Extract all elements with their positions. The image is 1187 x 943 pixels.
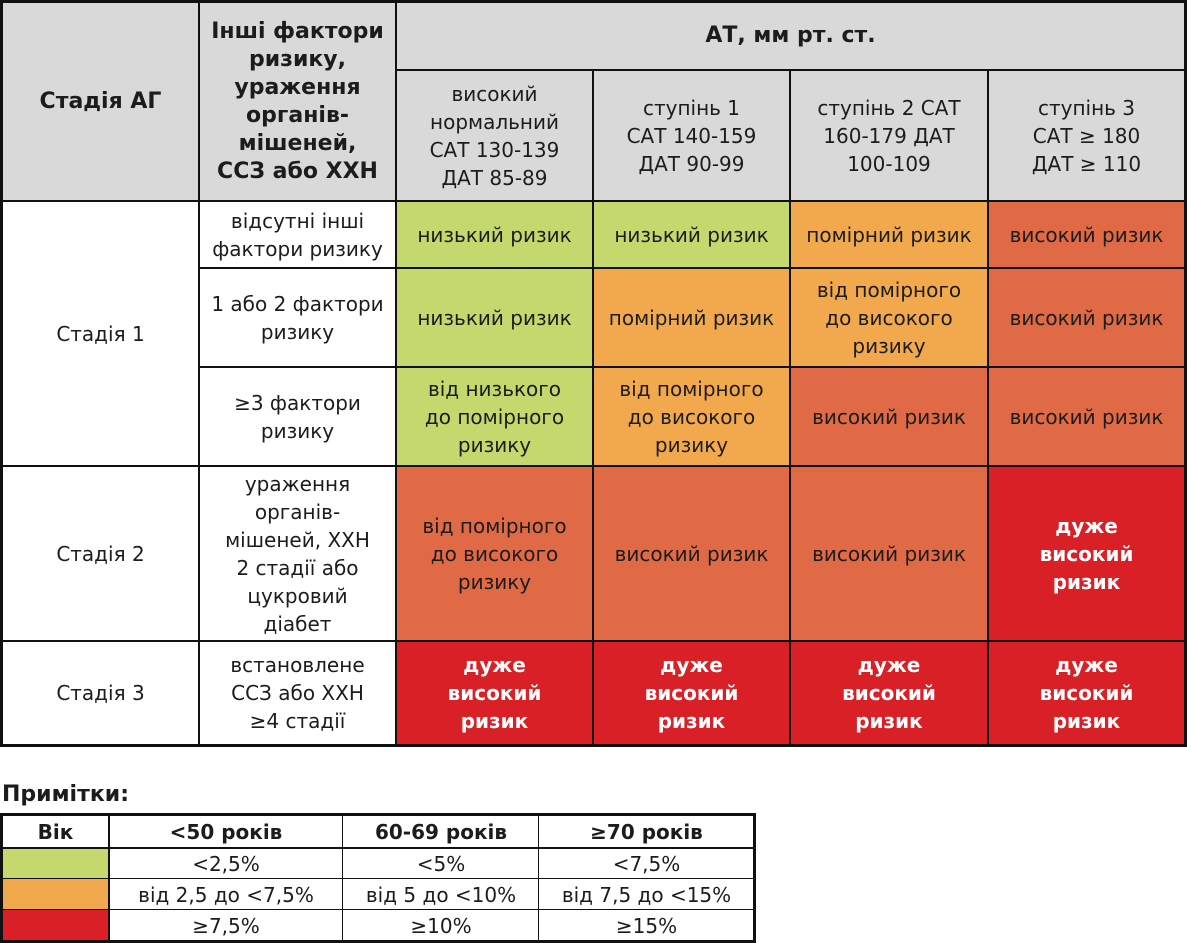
risk-cell: високий ризик [988,268,1185,367]
risk-cell: від помірного до високого ризику [593,367,790,466]
table-border [0,0,1187,3]
risk-cell: від помірного до високого ризику [790,268,988,367]
notes-cell: від 7,5 до <15% [561,882,732,907]
moderate-risk-swatch [2,879,109,910]
header-factors: Інші фактори ризику, ураження органів-мі… [199,2,396,201]
risk-cell: дуже високий ризик [790,641,988,745]
table-border [1184,0,1187,747]
risk-cell: високий ризик [988,201,1185,268]
header-stage: Стадія АГ [2,2,199,201]
notes-cell: <2,5% [192,851,260,876]
grid-line [199,267,1187,269]
notes-grid-line [0,847,756,849]
grid-line [789,69,791,747]
risk-cell: високий ризик [790,466,988,641]
risk-cell: високий ризик [790,367,988,466]
notes-cell: ≥7,5% [192,913,260,938]
header-bp: АТ, мм рт. ст. [396,2,1185,70]
high-risk-swatch [2,910,109,941]
factor-row-1: відсутні інші фактори ризику [199,201,396,268]
risk-cell: помірний ризик [790,201,988,268]
factor-row-5: встановлене ССЗ або ХХН ≥4 стадії [199,641,396,745]
notes-header-col: 60-69 років [343,815,539,848]
factor-row-2: 1 або 2 фактори ризику [199,268,396,367]
stage-3: Стадія 3 [2,641,199,745]
factor-row-4: ураження органів-мішеней, ХХН 2 стадії а… [199,466,396,641]
header-bp-grade-1: ступінь 1 САТ 140-159 ДАТ 90-99 [593,70,790,201]
grid-line [0,640,1187,642]
notes-cell: <7,5% [612,851,681,876]
stage-2: Стадія 2 [2,466,199,641]
risk-cell: від помірного до високого ризику [396,466,593,641]
notes-grid-line [0,878,756,879]
notes-cell: ≥10% [410,913,472,938]
grid-line [0,465,1187,467]
risk-cell: низький ризик [396,201,593,268]
risk-cell: низький ризик [593,201,790,268]
notes-grid-line [108,813,110,943]
risk-cell: високий ризик [988,367,1185,466]
header-bp-grade-2: ступінь 2 САТ 160-179 ДАТ 100-109 [790,70,988,201]
risk-cell: дуже високий ризик [988,641,1185,745]
grid-line [987,69,989,747]
grid-line [592,69,594,747]
table-border [0,0,3,747]
notes-header-col: <50 років [109,815,343,848]
notes-title: Примітки: [2,782,129,807]
risk-cell: від низького до помірного ризику [396,367,593,466]
notes-grid-line [342,813,343,943]
notes-header-col: ≥70 років [539,815,754,848]
notes-grid-line [0,909,756,910]
risk-cell: високий ризик [593,466,790,641]
risk-cell: помірний ризик [593,268,790,367]
grid-line [199,366,1187,368]
notes-cell: ≥15% [615,913,678,938]
notes-border [0,940,756,943]
grid-line [395,0,397,747]
grid-line [0,200,1187,202]
header-bp-high-normal: високий нормальний САТ 130-139 ДАТ 85-89 [396,70,593,201]
risk-cell: низький ризик [396,268,593,367]
notes-cell: <5% [416,851,466,876]
grid-line [198,0,200,747]
notes-header-age: Вік [2,815,109,848]
notes-cell: від 5 до <10% [365,882,517,907]
header-bp-grade-3: ступінь 3 САТ ≥ 180 ДАТ ≥ 110 [988,70,1185,201]
notes-grid-line [538,813,539,943]
factor-row-3: ≥3 фактори ризику [199,367,396,466]
risk-cell: дуже високий ризик [593,641,790,745]
low-risk-swatch [2,848,109,879]
risk-cell: дуже високий ризик [988,466,1185,641]
grid-line [396,69,1185,71]
notes-border [0,813,756,816]
notes-cell: від 2,5 до <7,5% [138,882,314,907]
risk-cell: дуже високий ризик [396,641,593,745]
stage-1: Стадія 1 [2,201,199,466]
